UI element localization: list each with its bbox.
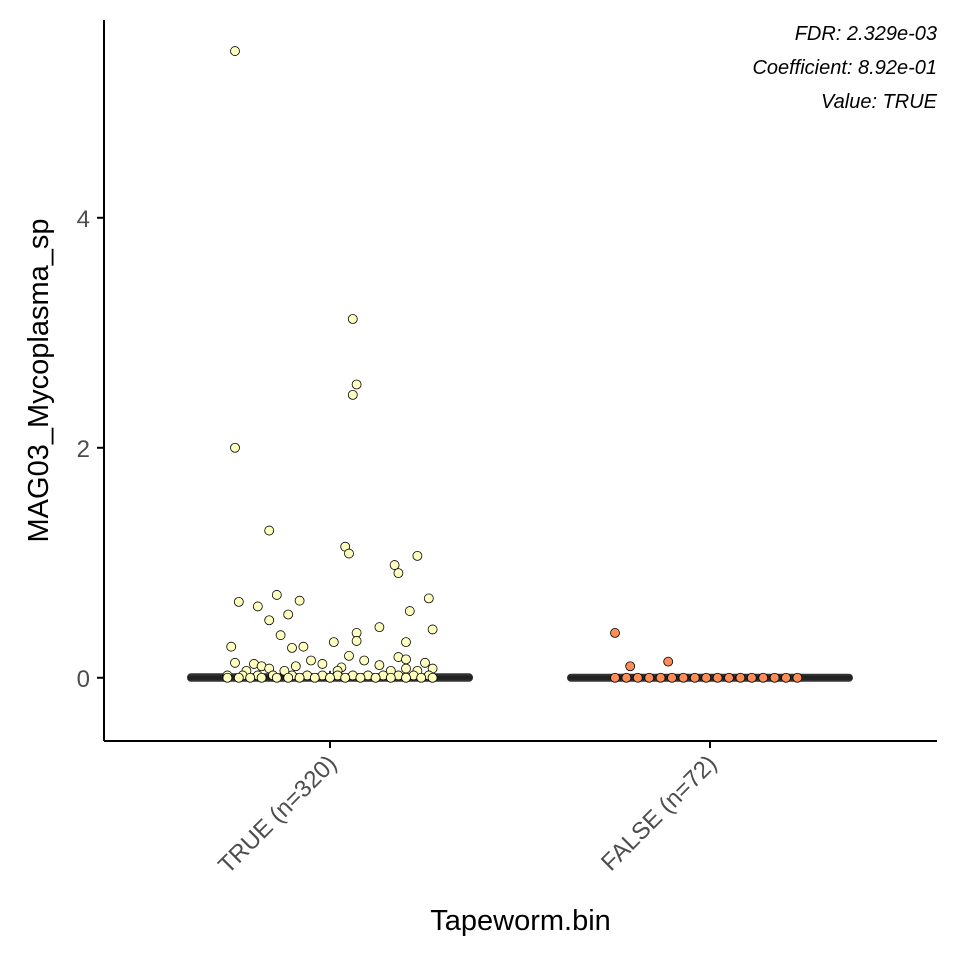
group-1	[567, 628, 853, 683]
plot-area	[187, 46, 853, 683]
data-point	[374, 660, 385, 671]
data-point	[701, 672, 712, 683]
data-point	[735, 672, 746, 683]
data-point	[401, 637, 411, 648]
data-point	[222, 672, 233, 683]
data-point	[325, 672, 335, 683]
data-point	[621, 672, 632, 683]
data-point	[233, 672, 244, 683]
y-tick-label: 2	[77, 436, 90, 463]
y-axis-ticks: 0 2 4	[77, 206, 104, 693]
data-point	[252, 601, 263, 612]
data-point	[389, 560, 400, 570]
data-point	[230, 442, 240, 453]
data-point	[230, 46, 240, 56]
data-point	[309, 672, 320, 683]
group-0	[187, 46, 473, 683]
data-point	[724, 672, 734, 683]
data-point	[678, 672, 689, 683]
data-point	[370, 672, 381, 683]
data-point	[275, 630, 286, 641]
data-point	[340, 672, 351, 683]
data-point	[298, 641, 309, 652]
data-point	[401, 663, 411, 674]
data-point	[420, 657, 430, 668]
data-point	[359, 655, 370, 666]
data-point	[781, 672, 791, 683]
data-point	[344, 548, 354, 559]
data-point	[746, 672, 757, 683]
y-axis-title: MAG03_Mycoplasma_sp	[23, 219, 55, 543]
data-point	[625, 661, 636, 672]
x-axis-ticks: TRUE (n=320) FALSE (n=72)	[213, 741, 722, 879]
data-point	[644, 672, 655, 683]
data-point	[792, 672, 803, 683]
data-point	[401, 654, 411, 665]
data-point	[271, 590, 282, 600]
y-tick-label: 4	[77, 206, 90, 233]
data-point	[328, 637, 339, 648]
data-point	[344, 651, 354, 661]
annotation-line: Value: TRUE	[821, 91, 938, 113]
data-point	[347, 389, 358, 400]
data-point	[689, 672, 700, 683]
data-point	[294, 672, 305, 683]
data-point	[610, 672, 620, 683]
annotation-line: FDR: 2.329e-03	[795, 23, 937, 45]
data-point	[758, 672, 769, 683]
x-axis-title: Tapeworm.bin	[430, 905, 611, 937]
data-point	[355, 672, 366, 683]
data-point	[347, 314, 358, 324]
data-point	[245, 672, 256, 683]
data-point	[427, 624, 438, 635]
data-point	[712, 672, 723, 683]
data-point	[317, 659, 328, 669]
data-point	[264, 615, 275, 626]
data-point	[287, 642, 297, 653]
data-point	[427, 672, 438, 683]
data-point	[401, 672, 411, 683]
data-point	[385, 672, 396, 683]
data-point	[271, 672, 282, 683]
data-point	[610, 628, 620, 638]
data-point	[351, 379, 362, 390]
axes	[103, 20, 937, 742]
data-point	[416, 672, 427, 683]
data-point	[290, 661, 301, 672]
y-tick-label: 0	[77, 666, 90, 693]
x-tick-label: TRUE (n=320)	[213, 750, 342, 879]
data-point	[655, 672, 666, 683]
x-tick-label: FALSE (n=72)	[596, 750, 722, 876]
stats-annotations: FDR: 2.329e-03 Coefficient: 8.92e-01 Value…	[752, 23, 937, 113]
data-point	[393, 568, 404, 579]
data-point	[294, 595, 305, 606]
data-point	[233, 596, 244, 607]
data-point	[283, 609, 294, 620]
annotation-line: Coefficient: 8.92e-01	[752, 57, 937, 79]
data-point	[306, 655, 316, 666]
data-point	[351, 636, 362, 646]
data-point	[423, 593, 434, 604]
data-point	[769, 672, 780, 683]
data-point	[264, 525, 275, 536]
data-point	[404, 606, 415, 616]
data-point	[226, 641, 237, 652]
data-point	[412, 550, 423, 561]
data-point	[632, 672, 643, 683]
data-point	[663, 656, 674, 667]
data-point	[667, 672, 677, 683]
data-point	[230, 657, 240, 668]
data-point	[374, 622, 385, 633]
data-point	[283, 672, 294, 683]
data-point	[256, 672, 267, 683]
